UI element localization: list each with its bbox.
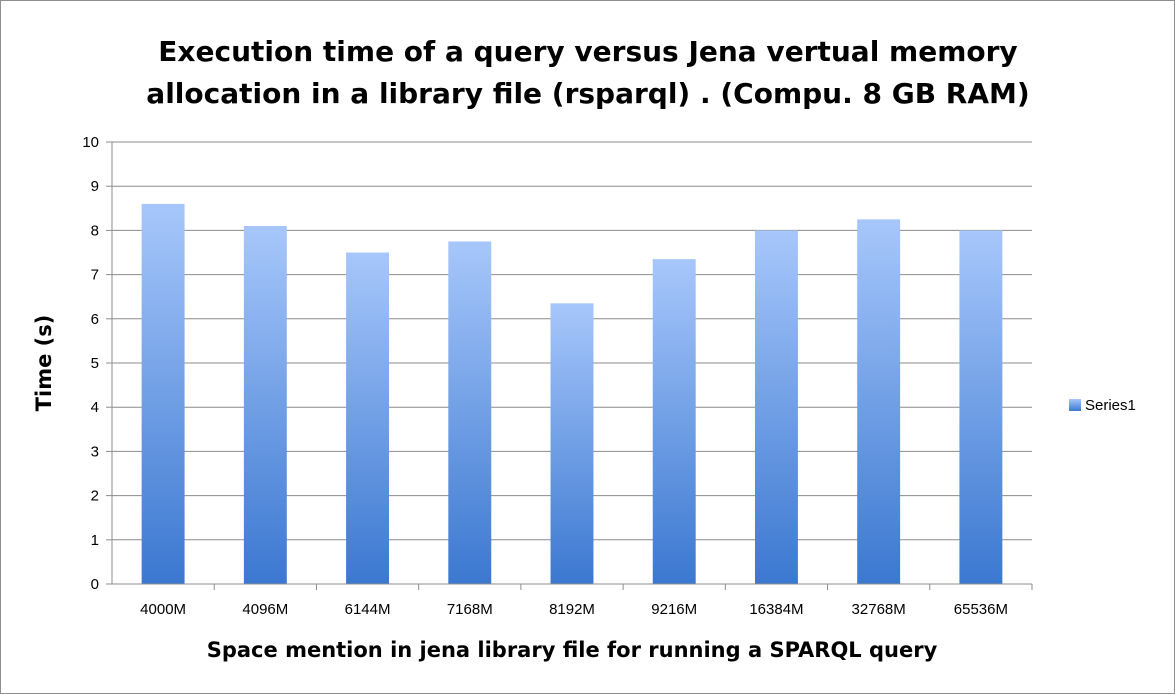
y-tick-label: 5 — [91, 355, 99, 372]
x-tick-label: 7168M — [447, 601, 493, 618]
y-tick-label: 7 — [91, 267, 99, 284]
bars — [141, 203, 1003, 585]
bar-16384M — [754, 230, 798, 584]
y-tick-label: 8 — [91, 222, 99, 239]
bar-4096M — [243, 225, 287, 585]
x-tick-label: 32768M — [852, 601, 906, 618]
chart-title-line-2: allocation in a library file (rsparql) .… — [146, 77, 1029, 110]
y-tick-label: 3 — [91, 443, 99, 460]
bar-7168M — [448, 241, 492, 584]
x-tick-label: 65536M — [954, 601, 1008, 618]
legend-swatch — [1069, 399, 1081, 411]
y-tick-label: 0 — [91, 576, 99, 593]
x-axis-ticks: 4000M 4096M 6144M 7168M 8192M 9216M 16384M 3276… — [140, 584, 1033, 618]
bar-9216M — [652, 259, 696, 584]
x-tick-label: 9216M — [651, 601, 697, 618]
legend-label: Series1 — [1085, 397, 1136, 414]
x-tick-label: 6144M — [345, 601, 391, 618]
y-axis-title: Time (s) — [32, 315, 56, 412]
x-tick-label: 16384M — [749, 601, 803, 618]
x-tick-label: 4096M — [242, 601, 288, 618]
y-tick-label: 9 — [91, 178, 99, 195]
bar-6144M — [346, 252, 390, 584]
legend: Series1 — [1069, 397, 1136, 414]
bar-4000M — [141, 203, 185, 584]
x-tick-label: 8192M — [549, 601, 595, 618]
bar-8192M — [550, 303, 594, 584]
bar-32768M — [857, 219, 901, 584]
y-tick-label: 2 — [91, 488, 99, 505]
chart-title-line-1: Execution time of a query versus Jena ve… — [158, 35, 1017, 68]
y-tick-label: 1 — [91, 532, 99, 549]
y-tick-label: 6 — [91, 311, 99, 328]
y-tick-label: 4 — [91, 399, 99, 416]
y-tick-label: 10 — [82, 134, 99, 151]
x-axis-title: Space mention in jena library file for r… — [207, 638, 938, 662]
x-tick-label: 4000M — [140, 601, 186, 618]
y-axis-ticks: 0 1 2 3 4 5 6 7 8 9 10 — [82, 134, 112, 593]
bar-65536M — [959, 230, 1003, 584]
